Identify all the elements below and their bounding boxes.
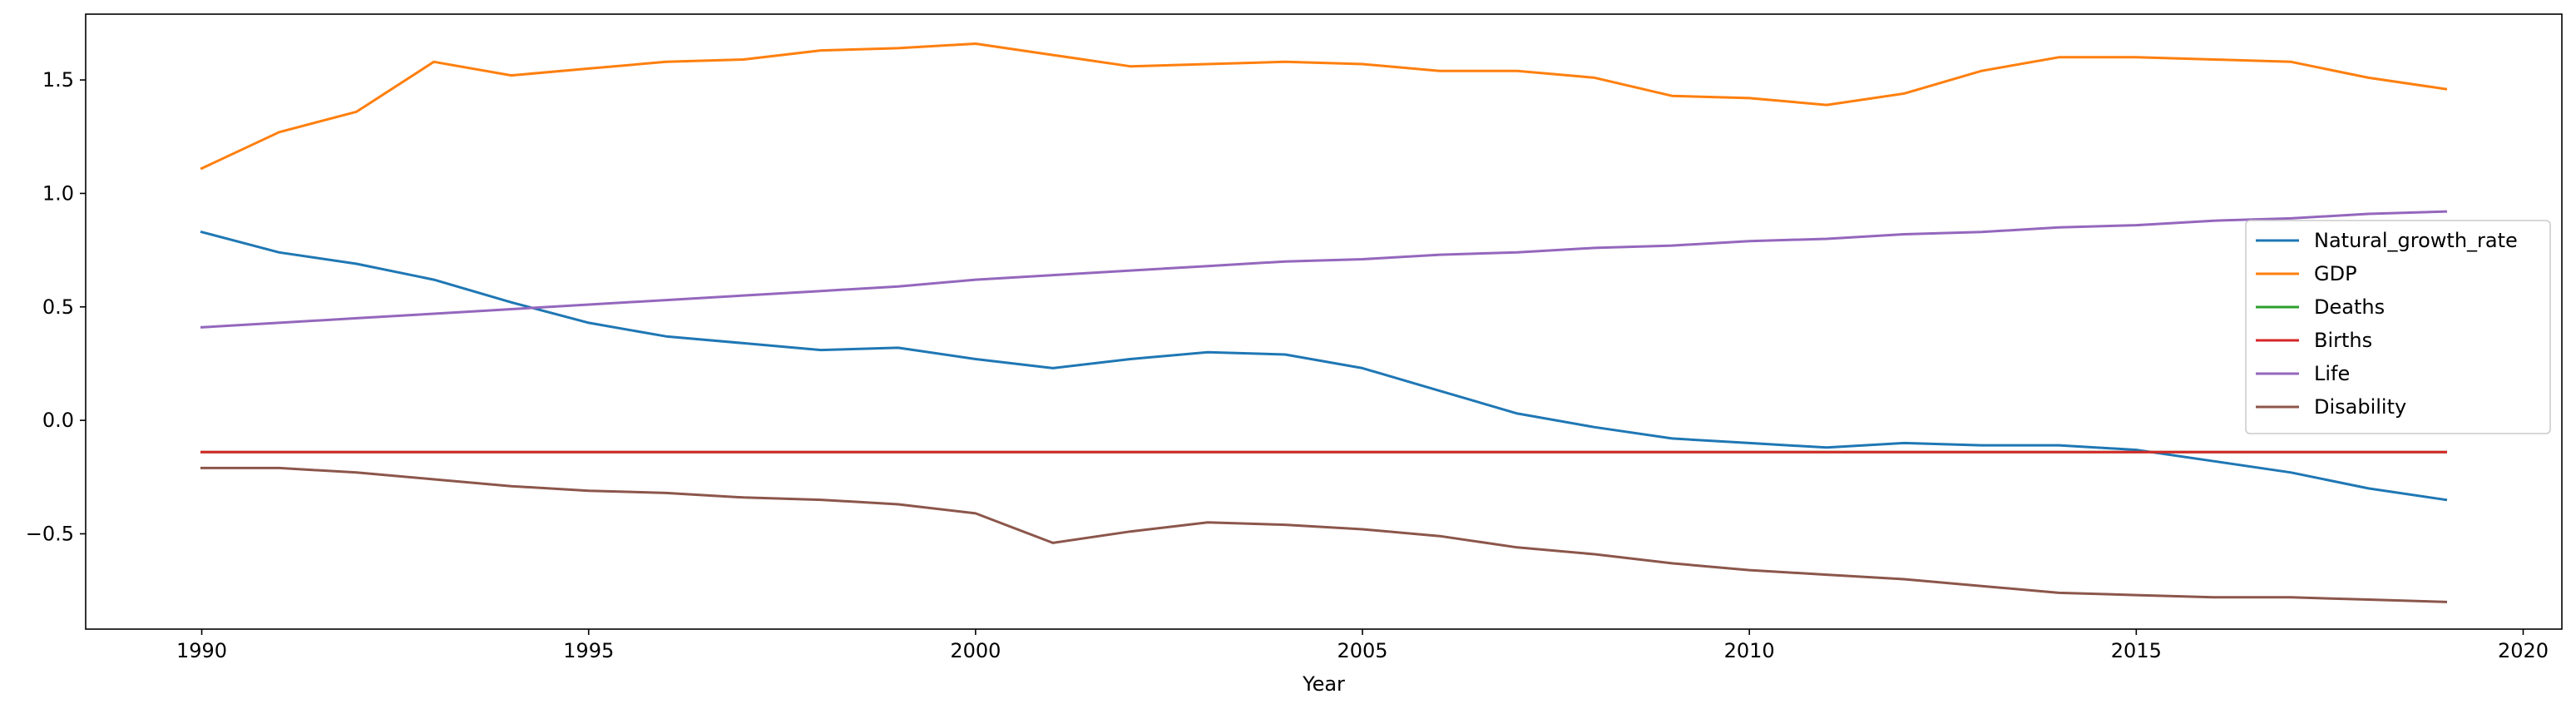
legend: Natural_growth_rate GDP Deaths Births Life Di… (2245, 220, 2551, 434)
axes-frame (85, 13, 2563, 630)
x-tick-label: 2015 (2111, 639, 2162, 662)
y-tick-label: 0.5 (42, 295, 74, 319)
legend-label: GDP (2314, 262, 2357, 285)
legend-label: Deaths (2314, 295, 2385, 319)
x-axis-ticks: 1990 1995 2000 2005 2010 2015 2020 (176, 629, 2549, 662)
y-tick-label: −0.5 (26, 522, 74, 545)
legend-label: Births (2314, 329, 2372, 352)
legend-label: Life (2314, 362, 2350, 385)
series-line-disability (200, 466, 2448, 603)
x-axis-label: Year (1302, 672, 1345, 696)
x-tick-label: 1995 (563, 639, 614, 662)
y-tick-label: 0.0 (42, 409, 74, 432)
y-tick-label: 1.0 (42, 181, 74, 205)
x-tick-label: 2010 (1724, 639, 1775, 662)
legend-box (2245, 220, 2551, 434)
legend-label: Natural_growth_rate (2314, 229, 2518, 252)
series-line-life (200, 210, 2448, 329)
x-tick-label: 1990 (176, 639, 227, 662)
series-line-natural-growth-rate (200, 230, 2448, 502)
x-tick-label: 2005 (1337, 639, 1387, 662)
series-line-gdp (200, 42, 2448, 171)
y-axis-ticks: −0.5 0.0 0.5 1.0 1.5 (26, 68, 86, 545)
x-tick-label: 2020 (2498, 639, 2549, 662)
x-tick-label: 2000 (950, 639, 1001, 662)
plot-lines (200, 42, 2448, 603)
y-tick-label: 1.5 (42, 68, 74, 92)
legend-label: Disability (2314, 395, 2406, 419)
